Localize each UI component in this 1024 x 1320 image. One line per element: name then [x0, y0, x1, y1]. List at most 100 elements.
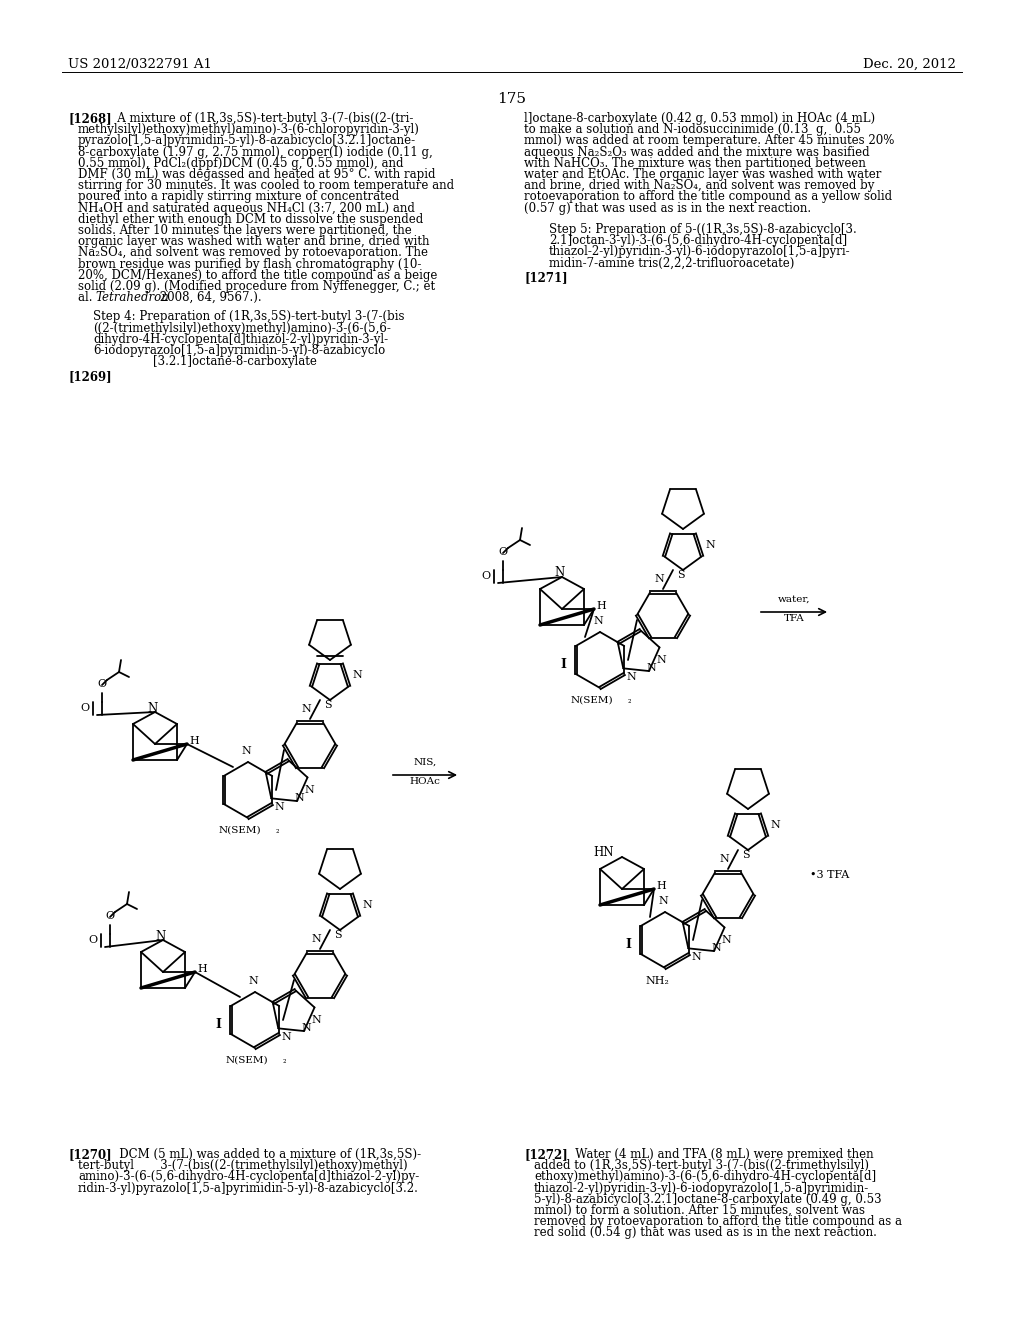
- Text: N: N: [770, 820, 779, 830]
- Text: I: I: [625, 939, 631, 952]
- Text: and brine, dried with Na₂SO₄, and solvent was removed by: and brine, dried with Na₂SO₄, and solven…: [524, 180, 874, 193]
- Text: solids. After 10 minutes the layers were partitioned, the: solids. After 10 minutes the layers were…: [78, 224, 412, 238]
- Text: N: N: [654, 574, 664, 583]
- Text: N: N: [241, 746, 251, 756]
- Text: A mixture of (1R,3s,5S)-tert-butyl 3-(7-(bis((2-(tri-: A mixture of (1R,3s,5S)-tert-butyl 3-(7-…: [106, 112, 414, 125]
- Text: 175: 175: [498, 92, 526, 106]
- Text: O: O: [481, 572, 490, 581]
- Text: Water (4 mL) and TFA (8 mL) were premixed then: Water (4 mL) and TFA (8 mL) were premixe…: [564, 1148, 873, 1162]
- Text: [1272]: [1272]: [524, 1148, 567, 1162]
- Text: 0.55 mmol), PdCl₂(dppf)DCM (0.45 g, 0.55 mmol), and: 0.55 mmol), PdCl₂(dppf)DCM (0.45 g, 0.55…: [78, 157, 403, 170]
- Text: [1269]: [1269]: [68, 371, 112, 383]
- Text: 20%, DCM/Hexanes) to afford the title compound as a beige: 20%, DCM/Hexanes) to afford the title co…: [78, 269, 437, 281]
- Text: N: N: [627, 672, 636, 682]
- Text: O: O: [88, 935, 97, 945]
- Text: ₂: ₂: [276, 826, 280, 836]
- Text: 2.1]octan-3-yl)-3-(6-(5,6-dihydro-4H-cyclopenta[d]: 2.1]octan-3-yl)-3-(6-(5,6-dihydro-4H-cyc…: [549, 234, 847, 247]
- Text: I: I: [215, 1019, 221, 1031]
- Text: N: N: [147, 701, 158, 714]
- Text: Tetrahedron: Tetrahedron: [95, 292, 169, 304]
- Text: N: N: [691, 952, 701, 962]
- Text: 8-carboxylate (1.97 g, 2.75 mmol), copper(I) iodide (0.11 g,: 8-carboxylate (1.97 g, 2.75 mmol), coppe…: [78, 145, 433, 158]
- Text: N: N: [656, 655, 666, 665]
- Text: [3.2.1]octane-8-carboxylate: [3.2.1]octane-8-carboxylate: [93, 355, 316, 368]
- Text: •3 TFA: •3 TFA: [810, 870, 849, 880]
- Text: al.: al.: [78, 292, 96, 304]
- Text: ₂: ₂: [628, 696, 632, 705]
- Text: H: H: [596, 601, 606, 611]
- Text: US 2012/0322791 A1: US 2012/0322791 A1: [68, 58, 212, 71]
- Text: NIS,: NIS,: [414, 758, 436, 767]
- Text: (0.57 g) that was used as is in the next reaction.: (0.57 g) that was used as is in the next…: [524, 202, 811, 215]
- Text: N(SEM): N(SEM): [225, 1056, 268, 1065]
- Text: N: N: [721, 935, 731, 945]
- Text: S: S: [742, 850, 750, 861]
- Text: O: O: [105, 911, 115, 921]
- Text: S: S: [677, 570, 685, 579]
- Text: N: N: [362, 900, 372, 909]
- Text: 6-iodopyrazolo[1,5-a]pyrimidin-5-yl)-8-azabicyclo: 6-iodopyrazolo[1,5-a]pyrimidin-5-yl)-8-a…: [93, 345, 385, 356]
- Text: [1268]: [1268]: [68, 112, 112, 125]
- Text: H: H: [197, 964, 207, 974]
- Text: N: N: [301, 1023, 310, 1034]
- Text: rotoevaporation to afford the title compound as a yellow solid: rotoevaporation to afford the title comp…: [524, 190, 892, 203]
- Text: removed by rotoevaporation to afford the title compound as a: removed by rotoevaporation to afford the…: [534, 1216, 902, 1228]
- Text: N: N: [646, 663, 655, 673]
- Text: diethyl ether with enough DCM to dissolve the suspended: diethyl ether with enough DCM to dissolv…: [78, 213, 423, 226]
- Text: TFA: TFA: [783, 614, 805, 623]
- Text: poured into a rapidly stirring mixture of concentrated: poured into a rapidly stirring mixture o…: [78, 190, 399, 203]
- Text: thiazol-2-yl)pyridin-3-yl)-6-iodopyrazolo[1,5-a]pyrimidin-: thiazol-2-yl)pyridin-3-yl)-6-iodopyrazol…: [534, 1181, 869, 1195]
- Text: 2008, 64, 9567.).: 2008, 64, 9567.).: [156, 292, 261, 304]
- Text: N: N: [274, 803, 284, 812]
- Text: N: N: [248, 975, 258, 986]
- Text: Na₂SO₄, and solvent was removed by rotoevaporation. The: Na₂SO₄, and solvent was removed by rotoe…: [78, 247, 428, 260]
- Text: methylsilyl)ethoxy)methyl)amino)-3-(6-chloropyridin-3-yl): methylsilyl)ethoxy)methyl)amino)-3-(6-ch…: [78, 123, 420, 136]
- Text: midin-7-amine tris(2,2,2-trifluoroacetate): midin-7-amine tris(2,2,2-trifluoroacetat…: [549, 256, 795, 269]
- Text: N: N: [311, 935, 321, 944]
- Text: [1271]: [1271]: [524, 272, 567, 285]
- Text: H: H: [189, 737, 199, 746]
- Text: N: N: [352, 671, 361, 680]
- Text: tert-butyl       3-(7-(bis((2-(trimethylsilyl)ethoxy)methyl): tert-butyl 3-(7-(bis((2-(trimethylsilyl)…: [78, 1159, 408, 1172]
- Text: stirring for 30 minutes. It was cooled to room temperature and: stirring for 30 minutes. It was cooled t…: [78, 180, 454, 193]
- Text: thiazol-2-yl)pyridin-3-yl)-6-iodopyrazolo[1,5-a]pyri-: thiazol-2-yl)pyridin-3-yl)-6-iodopyrazol…: [549, 246, 851, 259]
- Text: [1270]: [1270]: [68, 1148, 112, 1162]
- Text: mmol) was added at room temperature. After 45 minutes 20%: mmol) was added at room temperature. Aft…: [524, 135, 894, 148]
- Text: N(SEM): N(SEM): [219, 826, 261, 836]
- Text: added to (1R,3s,5S)-tert-butyl 3-(7-(bis((2-trimethylsilyl): added to (1R,3s,5S)-tert-butyl 3-(7-(bis…: [534, 1159, 869, 1172]
- Text: N: N: [719, 854, 729, 865]
- Text: I: I: [560, 659, 566, 672]
- Text: ((2-(trimethylsilyl)ethoxy)methyl)amino)-3-(6-(5,6-: ((2-(trimethylsilyl)ethoxy)methyl)amino)…: [93, 322, 391, 334]
- Text: HN: HN: [594, 846, 614, 859]
- Text: N: N: [282, 1032, 291, 1041]
- Text: H: H: [656, 880, 666, 891]
- Text: N: N: [711, 942, 721, 953]
- Text: DMF (30 mL) was degassed and heated at 95° C. with rapid: DMF (30 mL) was degassed and heated at 9…: [78, 168, 435, 181]
- Text: ₂: ₂: [283, 1056, 287, 1065]
- Text: S: S: [325, 700, 332, 710]
- Text: N: N: [658, 896, 668, 906]
- Text: water and EtOAc. The organic layer was washed with water: water and EtOAc. The organic layer was w…: [524, 168, 882, 181]
- Text: N: N: [311, 1015, 321, 1026]
- Text: N(SEM): N(SEM): [570, 696, 613, 705]
- Text: N: N: [304, 785, 313, 795]
- Text: water,: water,: [778, 595, 810, 605]
- Text: Dec. 20, 2012: Dec. 20, 2012: [863, 58, 956, 71]
- Text: ethoxy)methyl)amino)-3-(6-(5,6-dihydro-4H-cyclopenta[d]: ethoxy)methyl)amino)-3-(6-(5,6-dihydro-4…: [534, 1171, 877, 1184]
- Text: Step 5: Preparation of 5-((1R,3s,5S)-8-azabicyclo[3.: Step 5: Preparation of 5-((1R,3s,5S)-8-a…: [549, 223, 857, 236]
- Text: NH₄OH and saturated aqueous NH₄Cl (3:7, 200 mL) and: NH₄OH and saturated aqueous NH₄Cl (3:7, …: [78, 202, 415, 215]
- Text: brown residue was purified by flash chromatography (10-: brown residue was purified by flash chro…: [78, 257, 421, 271]
- Text: amino)-3-(6-(5,6-dihydro-4H-cyclopenta[d]thiazol-2-yl)py-: amino)-3-(6-(5,6-dihydro-4H-cyclopenta[d…: [78, 1171, 419, 1184]
- Text: organic layer was washed with water and brine, dried with: organic layer was washed with water and …: [78, 235, 429, 248]
- Text: N: N: [155, 929, 165, 942]
- Text: aqueous Na₂S₂O₃ was added and the mixture was basified: aqueous Na₂S₂O₃ was added and the mixtur…: [524, 145, 869, 158]
- Text: ridin-3-yl)pyrazolo[1,5-a]pyrimidin-5-yl)-8-azabicyclo[3.2.: ridin-3-yl)pyrazolo[1,5-a]pyrimidin-5-yl…: [78, 1181, 419, 1195]
- Text: Step 4: Preparation of (1R,3s,5S)-tert-butyl 3-(7-(bis: Step 4: Preparation of (1R,3s,5S)-tert-b…: [93, 310, 404, 323]
- Text: to make a solution and N-iodosuccinimide (0.13  g,  0.55: to make a solution and N-iodosuccinimide…: [524, 123, 861, 136]
- Text: O: O: [97, 678, 106, 689]
- Text: NH₂: NH₂: [645, 975, 669, 986]
- Text: HOAc: HOAc: [410, 777, 440, 785]
- Text: O: O: [81, 704, 89, 713]
- Text: S: S: [334, 931, 342, 940]
- Text: dihydro-4H-cyclopenta[d]thiazol-2-yl)pyridin-3-yl-: dihydro-4H-cyclopenta[d]thiazol-2-yl)pyr…: [93, 333, 388, 346]
